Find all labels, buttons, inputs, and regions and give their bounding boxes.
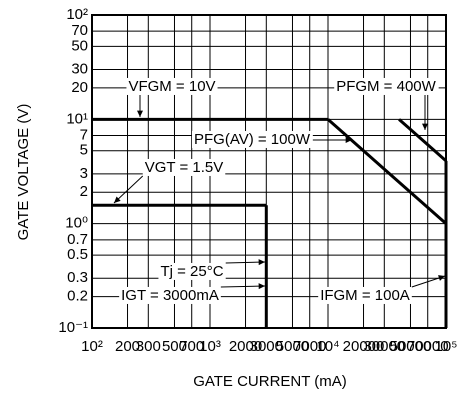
arrow-head [137, 110, 143, 117]
label-background [142, 158, 226, 176]
x-tick-label: 3000 [250, 338, 283, 355]
limit-line [398, 118, 447, 162]
y-tick-label: 10⁰ [65, 215, 88, 232]
x-tick-label: 7000 [293, 338, 326, 355]
y-tick-label: 2 [80, 183, 88, 200]
x-tick-label: 300 [136, 338, 161, 355]
annotation-label: IGT = 3000mA [121, 287, 219, 304]
y-tick-label: 0.2 [67, 288, 88, 305]
annotation-label: VFGM = 10V [128, 78, 215, 95]
x-tick-label: 500 [162, 338, 187, 355]
annotation-label: IFGM = 100A [320, 287, 410, 304]
x-tick-label: 50000 [390, 338, 432, 355]
annotation: IFGM = 100A [318, 275, 446, 304]
annotation: VFGM = 10V [126, 77, 218, 117]
limit-line [327, 118, 447, 225]
x-tick-label: 5000 [276, 338, 309, 355]
leader-line [113, 175, 144, 204]
y-tick-label: 20 [71, 79, 88, 96]
y-tick-label: 0.5 [67, 246, 88, 263]
annotation: VGT = 1.5V [113, 158, 226, 204]
y-tick-label: 10² [66, 6, 88, 23]
x-axis-label: GATE CURRENT (mA) [193, 373, 347, 390]
y-tick-label: 5 [80, 142, 88, 159]
arrow-head [258, 283, 265, 290]
y-tick-label: 50 [71, 37, 88, 54]
x-tick-label: 20000 [343, 338, 385, 355]
x-tick-label: 200 [115, 338, 140, 355]
label-background [119, 286, 221, 304]
annotation-label: VGT = 1.5V [145, 159, 224, 176]
annotation-label: Tj = 25°C [160, 263, 223, 280]
y-tick-label: 10¹ [66, 110, 88, 127]
y-tick-label: 0.3 [67, 269, 88, 286]
annotation-label: PFG(AV) = 100W [194, 131, 311, 148]
y-tick-label: 0.7 [67, 231, 88, 248]
x-tick-label: 700 [179, 338, 204, 355]
label-background [334, 77, 439, 95]
annotation: IGT = 3000mA [119, 283, 266, 304]
x-tick-label: 70000 [407, 338, 449, 355]
arrow-head [422, 123, 428, 130]
x-tick-label: 10² [81, 338, 103, 355]
arrow-head [114, 196, 121, 203]
label-background [158, 262, 226, 280]
y-tick-label: 7 [80, 126, 88, 143]
y-tick-label: 70 [71, 22, 88, 39]
label-background [318, 286, 412, 304]
x-tick-label: 10³ [199, 338, 221, 355]
annotation: Tj = 25°C [158, 259, 266, 280]
annotation-label: PFGM = 400W [336, 78, 436, 95]
x-tick-label: 10⁵ [435, 338, 458, 355]
label-background [191, 130, 313, 148]
x-tick-label: 2000 [229, 338, 262, 355]
y-tick-label: 30 [71, 61, 88, 78]
annotation: PFG(AV) = 100W [191, 130, 352, 148]
y-tick-label: 10⁻¹ [58, 319, 88, 336]
arrow-head [438, 275, 445, 281]
x-tick-label: 30000 [363, 338, 405, 355]
arrow-head [345, 137, 352, 143]
leader-line [225, 261, 266, 264]
y-tick-label: 3 [80, 165, 88, 182]
label-background [126, 77, 218, 95]
x-tick-label: 10⁴ [316, 338, 339, 355]
y-axis-label: GATE VOLTAGE (V) [15, 104, 32, 241]
leader-line [220, 285, 266, 288]
arrow-head [258, 259, 265, 266]
annotation: PFGM = 400W [334, 77, 439, 130]
